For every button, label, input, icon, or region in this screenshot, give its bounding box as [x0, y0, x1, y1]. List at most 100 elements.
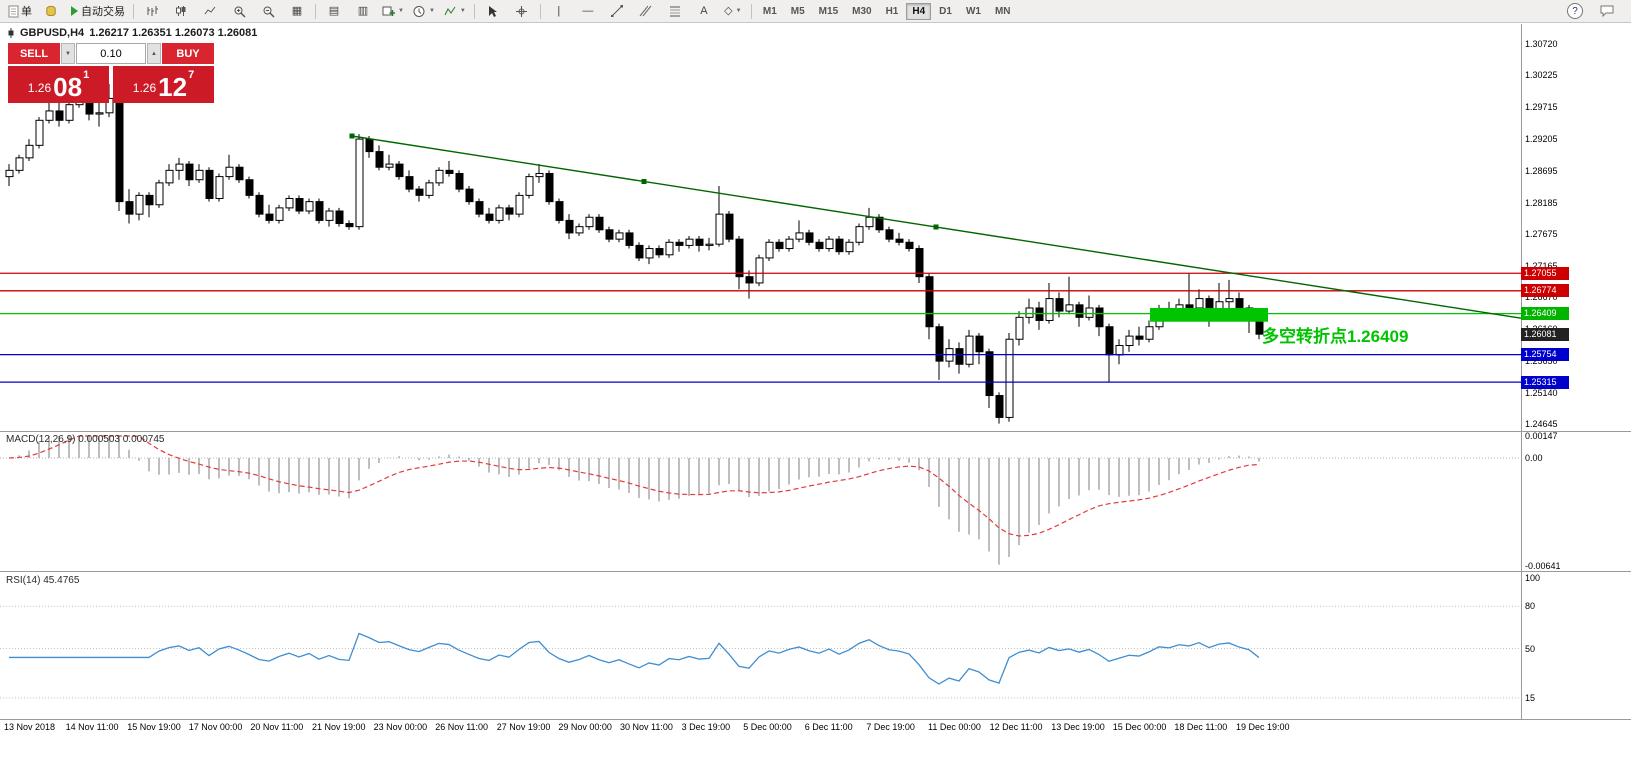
cascade-windows-button[interactable]: ▥: [349, 1, 377, 22]
candle-body: [365, 138, 374, 153]
timeframe-h4-button[interactable]: H4: [906, 2, 932, 20]
highlight-zone[interactable]: [1150, 307, 1268, 322]
buy-button[interactable]: BUY: [162, 43, 214, 64]
candle-body: [215, 176, 224, 200]
shapes-icon: ◇: [724, 4, 733, 17]
fibonacci-tool-button[interactable]: [661, 1, 689, 22]
timeframe-h1-button[interactable]: H1: [885, 5, 899, 17]
shapes-tool-button[interactable]: ◇ ▼: [719, 1, 747, 22]
bar-chart-icon: [147, 6, 158, 16]
line-chart-button[interactable]: [196, 1, 224, 22]
candlestick-chart-button[interactable]: [167, 1, 195, 22]
text-tool-button[interactable]: A: [690, 1, 718, 22]
grid-button[interactable]: ▦: [283, 1, 311, 22]
timeframe-m1-button[interactable]: M1: [762, 5, 777, 17]
help-button[interactable]: ?: [1561, 1, 1589, 22]
indicators-button[interactable]: ▼: [440, 1, 470, 22]
timeframe-w1-button[interactable]: W1: [965, 5, 981, 17]
candle-body: [995, 395, 1004, 418]
autotrading-button[interactable]: 自动交易: [66, 1, 129, 22]
autotrading-label: 自动交易: [81, 6, 125, 18]
candle-body: [435, 169, 444, 184]
candle-body: [815, 241, 824, 250]
time-axis[interactable]: 13 Nov 2018 14 Nov 11:00 15 Nov 19:00 17 No…: [0, 722, 1631, 735]
candle-body: [665, 241, 674, 256]
order-doc-icon: [8, 5, 19, 17]
candle-body: [245, 179, 254, 196]
time-axis-label: 5 Dec 00:00: [743, 722, 792, 732]
candle-body: [695, 238, 704, 246]
timeframe-m15-button[interactable]: M15: [818, 5, 839, 17]
fibonacci-icon: [669, 6, 680, 17]
timeframe-mn-button[interactable]: MN: [994, 5, 1011, 17]
cascade-windows-icon: ▥: [357, 4, 369, 17]
buy-price-big: 12: [158, 72, 188, 102]
time-axis-label: 12 Dec 11:00: [989, 722, 1043, 732]
candle-body: [805, 232, 814, 243]
lot-size-input[interactable]: [76, 43, 146, 64]
timeframe-m5-button[interactable]: M5: [790, 5, 805, 17]
candle-body: [355, 138, 364, 228]
candle-body: [675, 241, 684, 246]
price-tag: 1.25754: [1521, 348, 1569, 362]
candle-body: [615, 232, 624, 240]
price-axis-label: 1.28695: [1525, 165, 1558, 176]
chat-button[interactable]: [1593, 1, 1621, 22]
candle-body: [105, 97, 114, 114]
candle-body: [255, 194, 264, 215]
sell-button[interactable]: SELL: [8, 43, 60, 64]
zoom-in-button[interactable]: [225, 1, 253, 22]
candle-body: [205, 169, 214, 200]
candle-body: [785, 238, 794, 250]
trendline-tool-button[interactable]: [603, 1, 631, 22]
zoom-out-button[interactable]: [254, 1, 282, 22]
price-axis-label: 1.29205: [1525, 133, 1558, 144]
candle-body: [855, 226, 864, 243]
market-watch-button[interactable]: [37, 1, 65, 22]
candle-body: [575, 226, 584, 234]
time-axis-label: 30 Nov 11:00: [620, 722, 673, 732]
candle-body: [795, 232, 804, 240]
sell-price-button[interactable]: 1.26 08 1: [8, 66, 109, 103]
periods-button[interactable]: ▼: [409, 1, 439, 22]
vertical-line-tool-button[interactable]: |: [545, 1, 573, 22]
candle-body: [1015, 316, 1024, 340]
candle-body: [845, 241, 854, 253]
trendline-handle[interactable]: [641, 179, 647, 184]
ohlc-values: 1.26217 1.26351 1.26073 1.26081: [89, 27, 258, 39]
zoom-in-icon: [234, 6, 246, 18]
rsi-axis-label: 100: [1525, 573, 1541, 583]
crosshair-button[interactable]: [508, 1, 536, 22]
horizontal-line-tool-button[interactable]: —: [574, 1, 602, 22]
buy-price-button[interactable]: 1.26 12 7: [113, 66, 214, 103]
trendline-handle[interactable]: [349, 133, 355, 139]
candle-body: [535, 172, 544, 178]
candle-body: [485, 213, 494, 221]
timeframe-d1-button[interactable]: D1: [939, 5, 952, 17]
channel-tool-button[interactable]: [632, 1, 660, 22]
help-icon: ?: [1567, 3, 1583, 19]
trendline-handle[interactable]: [933, 224, 939, 230]
candle-body: [275, 207, 284, 221]
tile-windows-button[interactable]: ▤: [320, 1, 348, 22]
time-axis-label: 11 Dec 00:00: [928, 722, 981, 732]
channel-icon: [639, 5, 652, 17]
pivot-annotation-text[interactable]: 多空转折点1.26409: [1262, 327, 1409, 346]
candle-body: [565, 219, 574, 234]
lot-increase-button[interactable]: ▲: [147, 43, 161, 64]
price-axis-label: 1.30720: [1525, 39, 1558, 49]
timeframe-m30-button[interactable]: M30: [852, 5, 872, 17]
candle-body: [1055, 298, 1064, 312]
trendline-icon: [610, 5, 623, 17]
candle-body: [655, 248, 664, 256]
cursor-icon: [489, 5, 498, 17]
cursor-button[interactable]: [479, 1, 507, 22]
candle-body: [745, 276, 754, 284]
new-chart-button[interactable]: ▼: [378, 1, 408, 22]
price-axis-label: 1.24645: [1525, 418, 1558, 429]
one-click-trading-panel: SELL ▼ ▲ BUY 1.26 08 1 1.26 12 7: [8, 43, 214, 103]
bar-chart-button[interactable]: [138, 1, 166, 22]
lot-dropdown-button[interactable]: ▼: [61, 43, 75, 64]
new-order-button[interactable]: 单: [4, 1, 36, 22]
